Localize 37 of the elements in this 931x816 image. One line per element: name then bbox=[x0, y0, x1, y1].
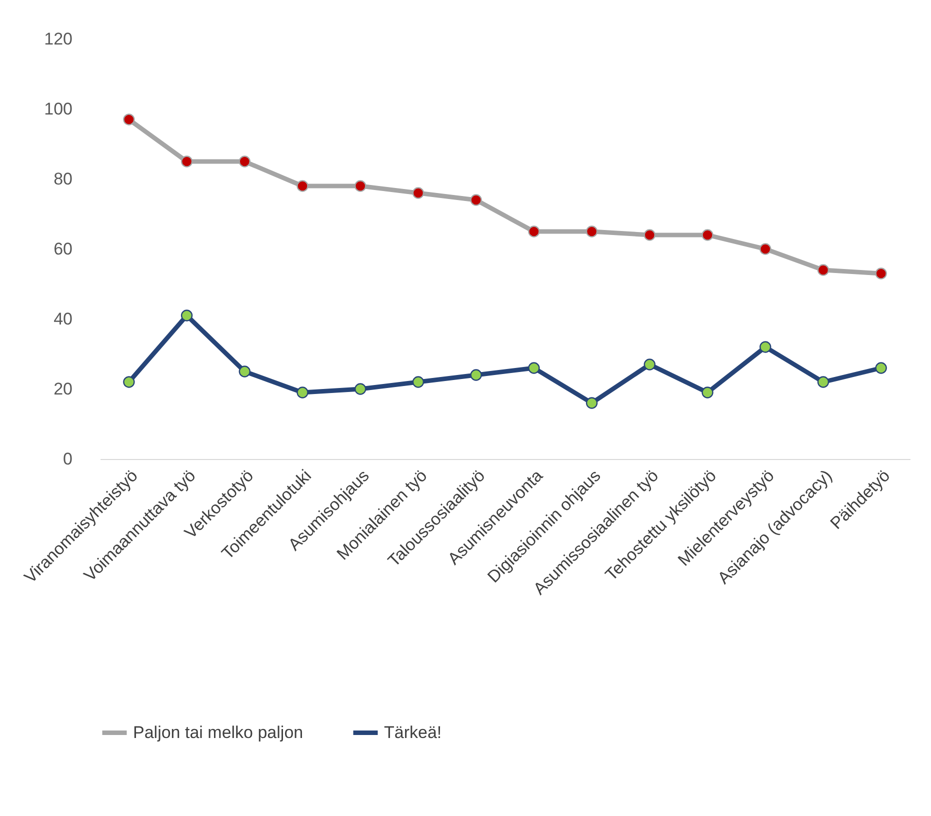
y-tick-label: 40 bbox=[54, 310, 72, 328]
point bbox=[470, 369, 482, 381]
point bbox=[528, 362, 540, 374]
y-tick-label: 0 bbox=[63, 450, 72, 468]
point bbox=[586, 226, 598, 238]
point bbox=[817, 264, 830, 276]
point bbox=[123, 376, 135, 388]
point bbox=[702, 229, 714, 241]
point bbox=[180, 310, 193, 322]
point bbox=[123, 114, 135, 126]
point bbox=[296, 386, 308, 398]
y-tick-label: 100 bbox=[44, 100, 72, 118]
point bbox=[644, 229, 656, 241]
point bbox=[875, 362, 887, 374]
y-tick-label: 60 bbox=[54, 240, 72, 258]
legend-label: Paljon tai melko paljon bbox=[133, 722, 304, 742]
point bbox=[875, 268, 887, 280]
point bbox=[354, 383, 366, 395]
point bbox=[412, 187, 424, 199]
y-tick-label: 80 bbox=[54, 170, 72, 188]
point bbox=[238, 156, 250, 168]
y-tick-label: 20 bbox=[54, 380, 72, 398]
point bbox=[528, 226, 540, 238]
legend-label: Tärkeä! bbox=[384, 722, 442, 742]
point bbox=[760, 341, 772, 353]
point bbox=[238, 366, 250, 378]
point bbox=[586, 397, 598, 409]
y-tick-label: 120 bbox=[44, 30, 72, 48]
point bbox=[760, 243, 772, 255]
point bbox=[412, 376, 424, 388]
point bbox=[644, 358, 656, 370]
point bbox=[702, 386, 714, 398]
point bbox=[296, 180, 308, 192]
point bbox=[180, 156, 193, 168]
point bbox=[817, 376, 830, 388]
point bbox=[354, 180, 366, 192]
point bbox=[470, 194, 482, 206]
